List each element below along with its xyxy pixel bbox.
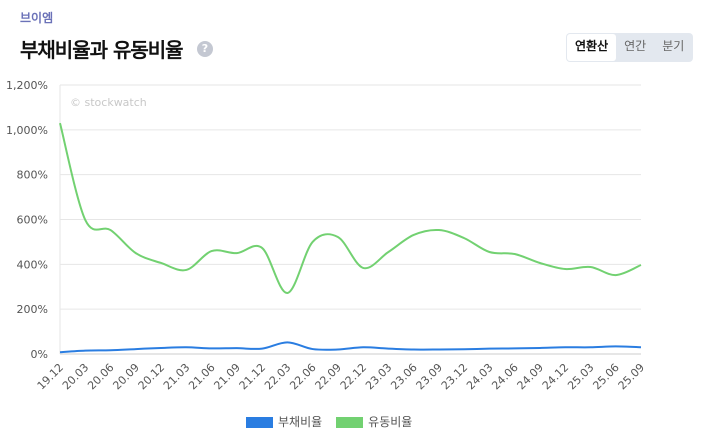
x-tick-label: 21.03 (161, 361, 192, 392)
tab-annual[interactable]: 연간 (624, 39, 647, 53)
legend-label: 유동비율 (368, 415, 413, 429)
series-line-1 (59, 122, 642, 295)
x-tick-label: 23.03 (363, 361, 394, 392)
series-line-0 (59, 341, 642, 354)
x-tick-label: 20.06 (85, 361, 116, 392)
x-tick-label: 21.12 (237, 361, 268, 392)
x-tick-label: 21.06 (186, 361, 217, 392)
x-tick-label: 22.09 (313, 361, 344, 392)
x-tick-label: 25.03 (565, 361, 596, 392)
period-toggle: 연환산 연간 분기 (566, 33, 694, 62)
legend-item-current[interactable]: 유동비율 (336, 413, 412, 430)
x-tick-label: 19.12 (35, 361, 66, 392)
x-tick-label: 23.12 (439, 361, 470, 392)
y-tick-label: 0% (31, 348, 48, 361)
y-tick-label: 400% (17, 258, 48, 271)
x-tick-label: 22.12 (338, 361, 369, 392)
legend-item-debt[interactable]: 부채비율 (246, 413, 322, 430)
watermark: © stockwatch (70, 96, 147, 109)
company-name: 브이엠 (20, 11, 54, 25)
x-tick-label: 24.06 (489, 361, 520, 392)
x-tick-label: 20.09 (110, 361, 141, 392)
x-tick-label: 20.12 (136, 361, 167, 392)
y-tick-label: 1,000% (6, 124, 48, 137)
page-title: 부채비율과 유동비율 (20, 38, 184, 62)
x-tick-label: 25.09 (616, 361, 647, 392)
x-tick-label: 24.09 (515, 361, 546, 392)
x-tick-label: 25.06 (590, 361, 621, 392)
legend-swatch (246, 417, 273, 428)
x-tick-label: 22.03 (262, 361, 293, 392)
legend: 부채비율 유동비율 (246, 413, 412, 430)
x-tick-label: 24.03 (464, 361, 495, 392)
x-tick-label: 20.03 (60, 361, 91, 392)
x-tick-label: 24.12 (540, 361, 571, 392)
y-tick-label: 800% (17, 169, 48, 182)
x-tick-label: 23.09 (414, 361, 445, 392)
x-tick-label: 22.06 (287, 361, 318, 392)
legend-label: 부채비율 (278, 415, 323, 429)
help-icon[interactable]: ? (197, 41, 213, 57)
x-tick-label: 21.09 (211, 361, 242, 392)
y-tick-label: 1,200% (6, 79, 48, 92)
x-tick-label: 23.06 (388, 361, 419, 392)
tab-annualized[interactable]: 연환산 (567, 34, 617, 61)
y-tick-label: 200% (17, 303, 48, 316)
legend-swatch (336, 417, 364, 428)
tab-quarterly[interactable]: 분기 (662, 39, 685, 53)
y-tick-label: 600% (17, 214, 48, 227)
